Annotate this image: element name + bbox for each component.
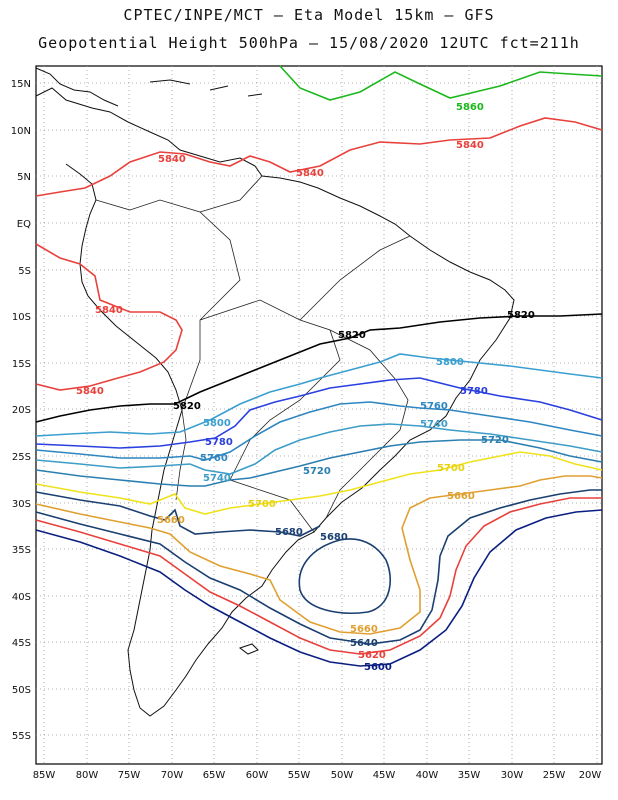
contour-5640 [35, 489, 602, 645]
label-5660: 5660 [447, 491, 475, 502]
lat-label: 15N [11, 79, 31, 90]
lon-label: 65W [203, 770, 226, 781]
label-5740: 5740 [203, 473, 231, 484]
contour-5660 [35, 475, 603, 635]
label-5840: 5840 [95, 305, 123, 316]
lat-label: 5N [17, 172, 31, 183]
lon-label: 55W [288, 770, 311, 781]
lat-label: 5S [18, 266, 31, 277]
lon-label: 85W [33, 770, 56, 781]
grid-lines [36, 66, 602, 764]
lon-label: 25W [543, 770, 566, 781]
label-5840: 5840 [456, 140, 484, 151]
contour-5700 [35, 451, 603, 515]
label-5780: 5780 [205, 437, 233, 448]
coastlines [35, 67, 515, 717]
label-5680: 5680 [275, 527, 303, 538]
central-america-coast [35, 67, 119, 107]
lat-label: 30S [12, 499, 31, 510]
label-5660: 5660 [157, 515, 185, 526]
label-5800: 5800 [203, 418, 231, 429]
lat-label: 20S [12, 405, 31, 416]
lat-label: 10N [11, 126, 31, 137]
label-5820: 5820 [173, 401, 201, 412]
label-5840: 5840 [76, 386, 104, 397]
label-5840: 5840 [158, 154, 186, 165]
label-5680: 5680 [320, 532, 348, 543]
contour-5600 [35, 509, 603, 667]
label-5640: 5640 [350, 638, 378, 649]
contour-5840-north [35, 117, 603, 197]
label-5800: 5800 [436, 357, 464, 368]
label-5760: 5760 [200, 453, 228, 464]
contour-5680-low [298, 538, 392, 614]
label-5720: 5720 [303, 466, 331, 477]
contour-5860 [279, 65, 603, 101]
caribbean-islands [149, 79, 263, 97]
lat-label: 40S [12, 592, 31, 603]
lat-label: 55S [12, 731, 31, 742]
contour-5620 [35, 497, 602, 655]
contour-5740 [35, 423, 603, 475]
country-borders [95, 175, 411, 533]
label-5660: 5660 [350, 624, 378, 635]
contour-5680-west [35, 491, 321, 537]
lon-label: 35W [458, 770, 481, 781]
lon-label: 40W [416, 770, 439, 781]
lat-label: 10S [12, 312, 31, 323]
label-5820: 5820 [507, 310, 535, 321]
lon-label: 20W [579, 770, 602, 781]
contour-5780 [35, 377, 603, 449]
label-5760: 5760 [420, 401, 448, 412]
label-5600: 5600 [364, 662, 392, 673]
label-5740: 5740 [420, 419, 448, 430]
lon-label: 60W [246, 770, 269, 781]
lon-label: 80W [76, 770, 99, 781]
map-frame [35, 65, 603, 765]
contour-5760 [35, 401, 603, 461]
map-title-line-1: CPTEC/INPE/MCT – Eta Model 15km – GFS [123, 6, 495, 24]
lat-label: 15S [12, 359, 31, 370]
lat-label: 45S [12, 638, 31, 649]
label-5720: 5720 [481, 435, 509, 446]
lon-label: 45W [373, 770, 396, 781]
lon-label: 70W [161, 770, 184, 781]
south-america-coast [35, 87, 515, 717]
label-5820: 5820 [338, 330, 366, 341]
label-5840: 5840 [296, 168, 324, 179]
label-5860: 5860 [456, 102, 484, 113]
contour-5820 [35, 313, 603, 423]
lat-label: 25S [12, 452, 31, 463]
lat-label: 35S [12, 545, 31, 556]
contour-5840-west [35, 243, 183, 391]
contour-5800 [35, 353, 603, 437]
contour-5720 [35, 439, 603, 487]
map-title-line-2: Geopotential Height 500hPa – 15/08/2020 … [38, 34, 580, 52]
lat-label: 50S [12, 685, 31, 696]
lat-label: EQ [17, 219, 31, 230]
label-5620: 5620 [358, 650, 386, 661]
lon-label: 30W [501, 770, 524, 781]
falkland-islands [238, 643, 259, 655]
label-5700: 5700 [437, 463, 465, 474]
label-5780: 5780 [460, 386, 488, 397]
label-5700: 5700 [248, 499, 276, 510]
lon-label: 50W [331, 770, 354, 781]
lon-label: 75W [118, 770, 141, 781]
